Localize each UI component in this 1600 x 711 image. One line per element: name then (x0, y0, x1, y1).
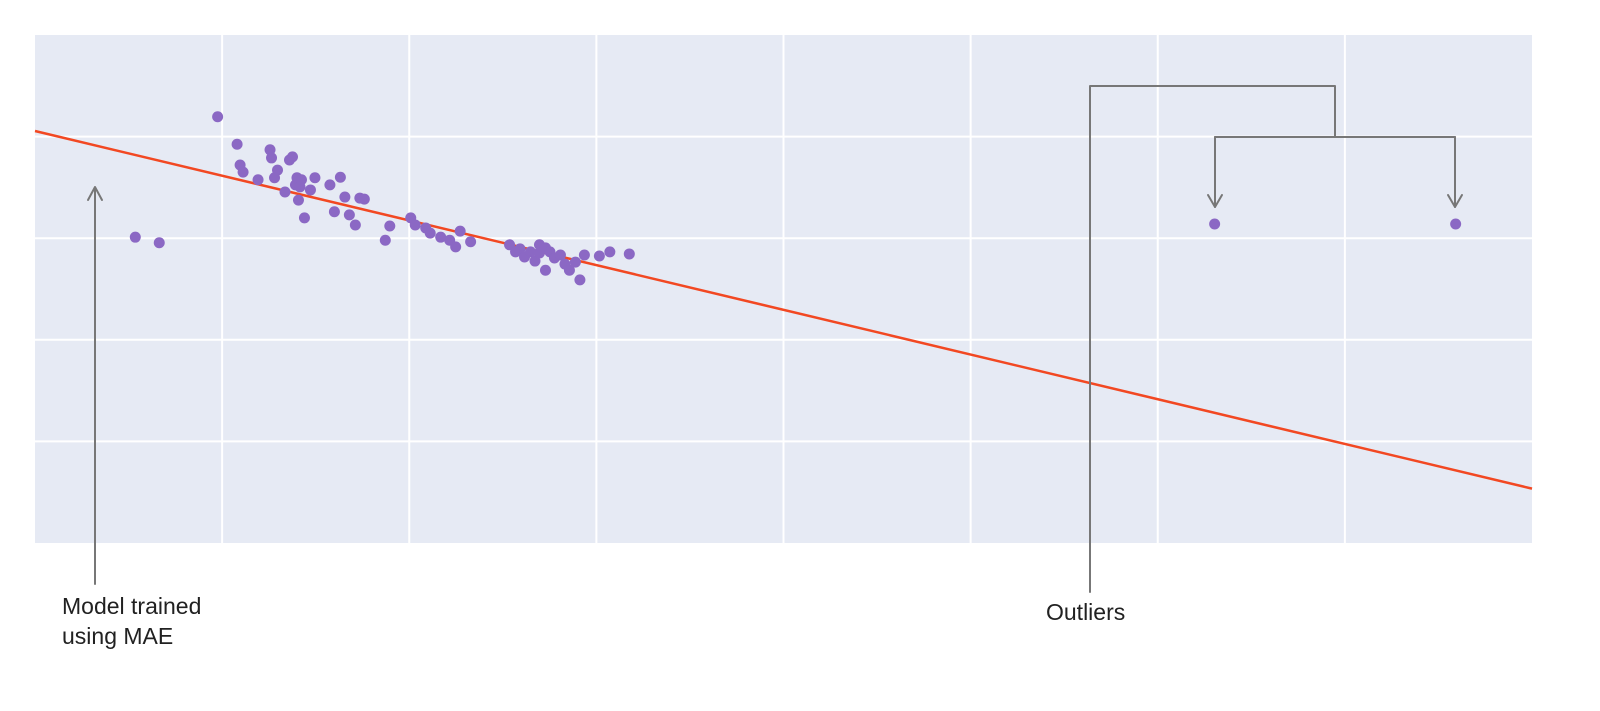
scatter-point (574, 274, 586, 286)
scatter-point (304, 184, 316, 196)
scatter-point (623, 248, 635, 260)
plot-layer (34, 35, 1533, 543)
scatter-point (309, 172, 321, 184)
annotation-layer (87, 85, 1463, 593)
scatter-point (334, 171, 346, 183)
scatter-point (324, 179, 336, 191)
scatter-point (252, 174, 264, 186)
scatter-point (231, 138, 243, 150)
scatter-point (349, 219, 361, 231)
scatter-point (384, 220, 396, 232)
scatter-point (424, 227, 436, 239)
scatter-point (328, 206, 340, 218)
outlier-point (1209, 218, 1221, 230)
scatter-point (450, 241, 462, 253)
scatter-point (563, 264, 575, 276)
scatter-point (604, 246, 616, 258)
outliers-connector-line (1089, 85, 1336, 593)
outliers-annotation-label: Outliers (1046, 599, 1126, 625)
scatter-point (593, 250, 605, 262)
scatter-point (292, 194, 304, 206)
mae-annotation-label: Model trained using MAE (62, 593, 202, 650)
scatter-point (569, 256, 581, 268)
scatter-point (435, 231, 447, 243)
scatter-point (358, 193, 370, 205)
scatter-point (409, 219, 421, 231)
scatter-point (237, 166, 249, 178)
scatter-point (454, 225, 466, 237)
outlier-arrowhead-left-icon (1207, 194, 1223, 208)
scatter-point (212, 111, 224, 123)
scatter-point (298, 212, 310, 224)
mae-arrowhead-icon (87, 186, 103, 201)
scatter-point (264, 144, 276, 156)
scatter-point (578, 249, 590, 261)
scatter-point (129, 231, 141, 243)
scatter-point (514, 243, 526, 255)
scatter-point (465, 236, 477, 248)
scatter-point (525, 246, 537, 258)
outlier-arrowhead-right-icon (1447, 194, 1463, 208)
scatter-point (286, 151, 298, 163)
scatter-point (529, 255, 541, 267)
scatter-point (539, 264, 551, 276)
scatter-point (343, 209, 355, 221)
scatter-point (266, 152, 278, 164)
scatter-point (295, 174, 307, 186)
scatter-point (153, 237, 165, 249)
scatter-point (339, 191, 351, 203)
scatter-point (554, 249, 566, 261)
scatter-point (379, 234, 391, 246)
scatter-point (272, 164, 284, 176)
scatter-point (279, 186, 291, 198)
outlier-point (1450, 218, 1462, 230)
